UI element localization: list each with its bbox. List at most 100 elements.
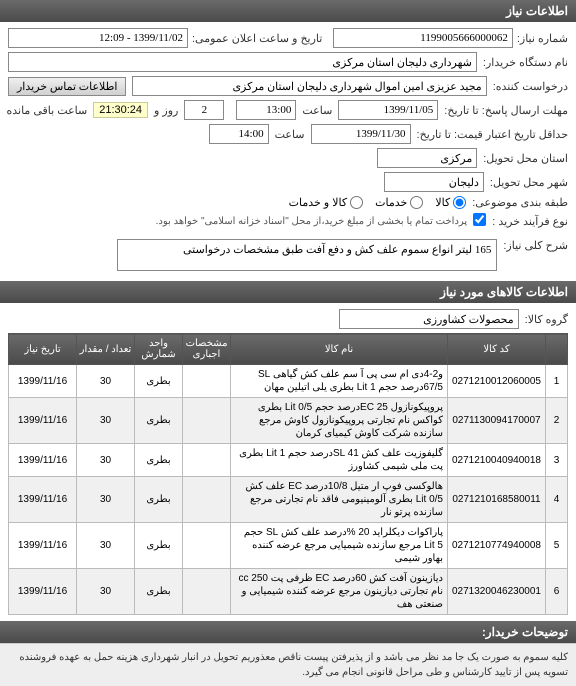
cell-qty: 30	[77, 477, 135, 523]
cell-code: 0271130094170007	[448, 398, 546, 444]
cell-date: 1399/11/16	[9, 365, 77, 398]
cell-date: 1399/11/16	[9, 398, 77, 444]
label-req-no: شماره نیاز:	[517, 32, 568, 45]
radio-both[interactable]	[350, 196, 363, 209]
cell-num: 2	[546, 398, 568, 444]
radio-goods[interactable]	[453, 196, 466, 209]
label-hour-2: ساعت	[275, 128, 305, 141]
cell-date: 1399/11/16	[9, 477, 77, 523]
input-req-no[interactable]	[333, 28, 513, 48]
contact-buyer-button[interactable]: اطلاعات تماس خریدار	[8, 77, 126, 96]
summary-text: 165 لیتر انواع سموم علف کش و دفع آفت طبق…	[117, 239, 497, 271]
cell-num: 3	[546, 444, 568, 477]
label-validity: حداقل تاریخ اعتبار قیمت: تا تاریخ:	[417, 128, 568, 141]
cell-specs	[183, 398, 231, 444]
cell-unit: بطری	[135, 444, 183, 477]
footer-note: کلیه سموم به صورت یک جا مد نظر می باشد و…	[0, 643, 576, 686]
cell-num: 1	[546, 365, 568, 398]
section-header-items: اطلاعات کالاهای مورد نیاز	[0, 281, 576, 303]
table-row: 50271210774940008پاراکوات دیکلراید 20 %د…	[9, 523, 568, 569]
cell-specs	[183, 569, 231, 615]
cell-unit: بطری	[135, 477, 183, 523]
cell-qty: 30	[77, 365, 135, 398]
label-buyer-org: نام دستگاه خریدار:	[483, 56, 568, 69]
th-qty: تعداد / مقدار	[77, 334, 135, 365]
label-deadline: مهلت ارسال پاسخ: تا تاریخ:	[444, 104, 568, 117]
input-buyer-org[interactable]	[8, 52, 477, 72]
label-province: استان محل تحویل:	[483, 152, 568, 165]
cell-name: پروپیکونازول EC 25درصد حجم Lit 0/5 بطری …	[231, 398, 448, 444]
label-requester: درخواست کننده:	[493, 80, 568, 93]
th-num	[546, 334, 568, 365]
input-requester[interactable]	[132, 76, 486, 96]
cell-date: 1399/11/16	[9, 569, 77, 615]
cell-qty: 30	[77, 523, 135, 569]
cell-num: 6	[546, 569, 568, 615]
cell-specs	[183, 477, 231, 523]
cell-unit: بطری	[135, 523, 183, 569]
th-specs: مشخصات اجباری	[183, 334, 231, 365]
cell-code: 0271210168580011	[448, 477, 546, 523]
input-ann-time[interactable]	[8, 28, 188, 48]
label-city: شهر محل تحویل:	[490, 176, 568, 189]
th-date: تاریخ نیاز	[9, 334, 77, 365]
cell-code: 0271210040940018	[448, 444, 546, 477]
input-province[interactable]	[377, 148, 477, 168]
cell-code: 0271210012060005	[448, 365, 546, 398]
cell-specs	[183, 365, 231, 398]
table-row: 40271210168580011هالوکسی فوپ ار متیل 10/…	[9, 477, 568, 523]
budget-radio-group: کالا خدمات کالا و خدمات	[289, 196, 467, 209]
items-table: کد کالا نام کالا مشخصات اجباری واحد شمار…	[8, 333, 568, 615]
label-budget-cat: طبقه بندی موضوعی:	[472, 196, 568, 209]
cell-num: 4	[546, 477, 568, 523]
cell-unit: بطری	[135, 398, 183, 444]
radio-both-label: کالا و خدمات	[289, 196, 347, 209]
cell-specs	[183, 444, 231, 477]
input-deadline-hour[interactable]	[236, 100, 296, 120]
input-group[interactable]	[339, 309, 519, 329]
label-hours-left: ساعت باقی مانده	[6, 104, 87, 117]
cell-qty: 30	[77, 444, 135, 477]
cell-name: دیازینون آفت کش 60درصد EC ظرفی پت cc 250…	[231, 569, 448, 615]
cell-name: هالوکسی فوپ ار متیل 10/8درصد EC علف کش L…	[231, 477, 448, 523]
label-group: گروه کالا:	[525, 313, 568, 326]
cell-unit: بطری	[135, 569, 183, 615]
label-days-and: روز و	[154, 104, 178, 117]
table-row: 20271130094170007پروپیکونازول EC 25درصد …	[9, 398, 568, 444]
table-row: 30271210040940018گلیفوزیت علف کش SL 41در…	[9, 444, 568, 477]
input-days-left	[184, 100, 224, 120]
radio-services[interactable]	[410, 196, 423, 209]
label-process: نوع فرآیند خرید :	[492, 215, 568, 228]
cell-num: 5	[546, 523, 568, 569]
checkbox-treasury[interactable]	[473, 213, 486, 226]
section-header-notes: توضیحات خریدار:	[0, 621, 576, 643]
countdown-timer: 21:30:24	[93, 102, 148, 118]
input-deadline-date[interactable]	[338, 100, 438, 120]
cell-date: 1399/11/16	[9, 523, 77, 569]
radio-services-label: خدمات	[375, 196, 407, 209]
cell-name: پاراکوات دیکلراید 20 %درصد علف کش SL حجم…	[231, 523, 448, 569]
cell-unit: بطری	[135, 365, 183, 398]
section-header-info: اطلاعات نیاز	[0, 0, 576, 22]
label-ann-time: تاریخ و ساعت اعلان عمومی:	[192, 32, 322, 45]
input-validity-hour[interactable]	[209, 124, 269, 144]
radio-goods-label: کالا	[435, 196, 450, 209]
input-validity-date[interactable]	[311, 124, 411, 144]
label-summary: شرح کلی نیاز:	[503, 239, 568, 252]
th-code: کد کالا	[448, 334, 546, 365]
cell-code: 0271320046230001	[448, 569, 546, 615]
label-hour-1: ساعت	[302, 104, 332, 117]
cell-name: و2-4دی ام سی پی آ سم علف کش گیاهی SL 67/…	[231, 365, 448, 398]
input-city[interactable]	[384, 172, 484, 192]
cell-date: 1399/11/16	[9, 444, 77, 477]
table-row: 60271320046230001دیازینون آفت کش 60درصد …	[9, 569, 568, 615]
cell-code: 0271210774940008	[448, 523, 546, 569]
process-note: پرداخت تمام یا بخشی از مبلغ خرید،از محل …	[156, 216, 468, 227]
th-unit: واحد شمارش	[135, 334, 183, 365]
cell-name: گلیفوزیت علف کش SL 41درصد حجم Lit 1 بطری…	[231, 444, 448, 477]
cell-qty: 30	[77, 569, 135, 615]
th-name: نام کالا	[231, 334, 448, 365]
cell-qty: 30	[77, 398, 135, 444]
cell-specs	[183, 523, 231, 569]
table-row: 10271210012060005و2-4دی ام سی پی آ سم عل…	[9, 365, 568, 398]
